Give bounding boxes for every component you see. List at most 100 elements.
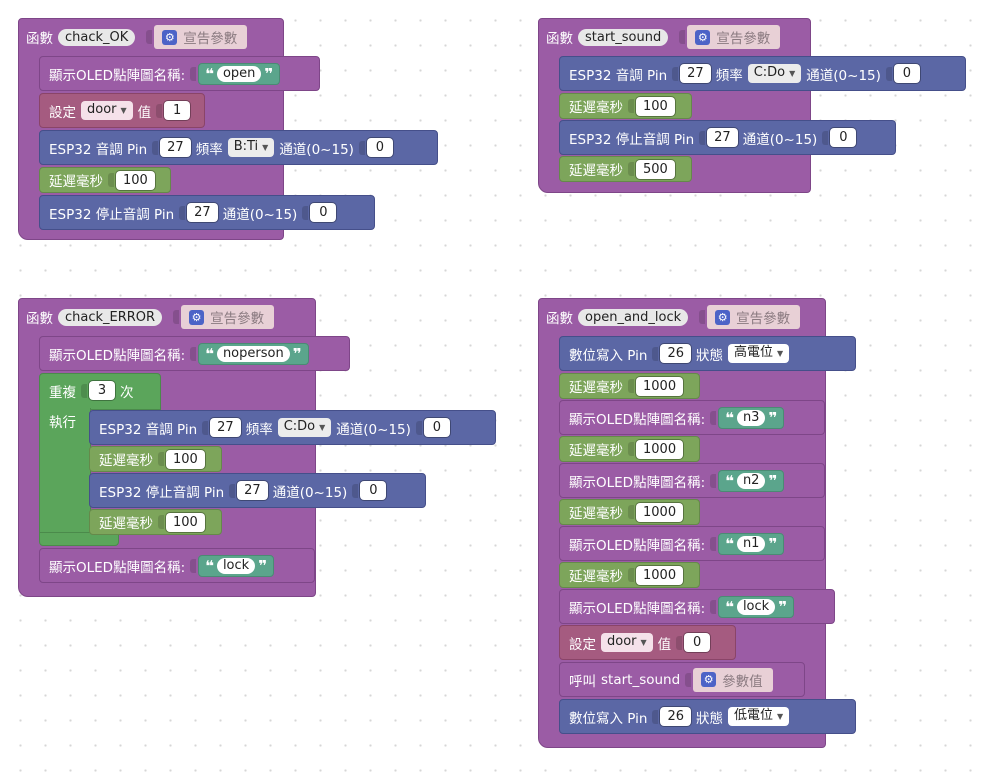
variable-dropdown[interactable]: door ▼ [601,633,653,652]
pin-number-field[interactable]: 27 [210,418,241,437]
repeat-block[interactable] [39,373,161,410]
string-value[interactable]: n1 [736,535,766,552]
input-notch [158,452,164,466]
string-block[interactable]: ❝ n3 ❞ [718,406,785,429]
input-notch [190,66,197,81]
quote-close-icon: ❞ [778,597,787,616]
pin-number-field[interactable]: 27 [680,64,711,83]
call-target-name: start_sound [601,671,681,688]
set-label: 設定 [49,104,76,121]
delay-number-field[interactable]: 100 [116,170,155,190]
declare-params-button[interactable]: ⚙ 宣告參數 [181,305,275,329]
state-dropdown[interactable]: 低電位 ▼ [728,707,790,726]
function-keyword: 函數 [546,31,573,47]
pin-number-field[interactable]: 27 [187,203,218,222]
string-value[interactable]: n3 [736,409,766,426]
gear-icon: ⚙ [695,29,711,45]
gear-icon: ⚙ [162,29,178,45]
variable-dropdown[interactable]: door ▼ [81,101,133,120]
param-value-button[interactable]: ⚙ 參數值 [693,667,773,692]
channel-number-field[interactable]: 0 [366,138,393,157]
channel-number-field[interactable]: 0 [893,64,920,83]
digital-write-block[interactable] [559,336,856,371]
delay-number-field[interactable]: 1000 [636,565,684,585]
repeat-count-field[interactable]: 3 [89,381,115,400]
function-name-field[interactable]: chack_ERROR [58,308,163,326]
channel-number-field[interactable]: 0 [830,128,857,147]
delay-number-field[interactable]: 100 [166,512,205,532]
pin-number-field[interactable]: 26 [660,707,691,726]
string-block[interactable]: ❝ n2 ❞ [718,469,785,492]
input-notch [710,599,717,614]
input-notch [699,310,706,324]
string-block[interactable]: ❝ lock ❞ [198,554,274,577]
frequency-dropdown[interactable]: C:Do ▼ [747,64,802,83]
function-name-field[interactable]: chack_OK [58,28,136,46]
pin-number-field[interactable]: 27 [707,128,738,147]
string-block[interactable]: ❝ lock ❞ [718,595,794,618]
input-notch [108,173,114,187]
oled-display-label: 顯示OLED點陣圖名稱: [49,67,186,84]
declare-params-button[interactable]: ⚙ 宣告參數 [154,25,248,49]
declare-params-button[interactable]: ⚙ 宣告參數 [687,25,781,49]
channel-label: 通道(0~15) [272,484,348,501]
frequency-dropdown[interactable]: B:Ti ▼ [227,138,275,157]
input-notch [358,140,365,155]
string-block[interactable]: ❝ noperson ❞ [198,342,309,365]
repeat-block-footer [39,532,119,546]
channel-number-field[interactable]: 0 [360,481,387,500]
repeat-label: 重複 [49,384,76,401]
delay-number-field[interactable]: 1000 [636,439,684,459]
channel-label: 通道(0~15) [279,141,354,158]
pin-number-field[interactable]: 27 [237,481,268,500]
declare-params-label: 宣告參數 [210,311,265,327]
input-notch [710,410,717,425]
variable-name: door [607,634,637,649]
number-field[interactable]: 0 [684,633,711,652]
delay-number-field[interactable]: 1000 [636,502,684,522]
freq-label: 頻率 [715,67,743,84]
input-notch [202,420,209,435]
delay-number-field[interactable]: 100 [636,96,675,116]
string-block[interactable]: ❝ open ❞ [198,62,281,85]
input-notch [685,672,692,687]
number-field[interactable]: 1 [164,101,191,120]
pin-number-field[interactable]: 26 [660,344,691,363]
delay-label: 延遲毫秒 [99,516,153,532]
string-value[interactable]: noperson [216,345,290,362]
delay-number-field[interactable]: 500 [636,159,675,179]
dropdown-arrow-icon: ▼ [789,69,796,78]
quote-close-icon: ❞ [768,408,778,427]
pin-number-field[interactable]: 27 [160,138,191,157]
string-value[interactable]: open [216,65,262,82]
string-value[interactable]: n2 [736,472,766,489]
frequency-value: C:Do [753,65,786,80]
dropdown-arrow-icon: ▼ [262,143,269,152]
input-notch [146,30,153,44]
oled-display-label: 顯示OLED點陣圖名稱: [569,600,706,617]
channel-number-field[interactable]: 0 [310,203,337,222]
input-notch [152,140,159,155]
function-name-field[interactable]: start_sound [578,28,669,46]
string-value[interactable]: lock [736,598,776,615]
dropdown-arrow-icon: ▼ [777,712,784,721]
string-block[interactable]: ❝ n1 ❞ [718,532,785,555]
oled-display-label: 顯示OLED點陣圖名稱: [569,474,706,491]
string-value[interactable]: lock [216,557,256,574]
state-value: 高電位 [734,345,774,360]
declare-params-button[interactable]: ⚙ 宣告參數 [707,305,801,329]
delay-number-field[interactable]: 100 [166,449,205,469]
function-header-open-and-lock: 函數 open_and_lock ⚙ 宣告參數 [546,305,801,329]
channel-label: 通道(0~15) [742,131,818,148]
channel-label: 通道(0~15) [336,421,411,438]
delay-number-field[interactable]: 1000 [636,376,684,396]
function-name-field[interactable]: open_and_lock [578,308,689,326]
frequency-dropdown[interactable]: C:Do ▼ [277,418,332,437]
channel-number-field[interactable]: 0 [423,418,450,437]
oled-display-label: 顯示OLED點陣圖名稱: [49,559,186,576]
quote-open-icon: ❝ [725,408,734,427]
quote-close-icon: ❞ [258,556,267,575]
digital-write-block[interactable] [559,699,856,734]
state-dropdown[interactable]: 高電位 ▼ [728,344,790,363]
